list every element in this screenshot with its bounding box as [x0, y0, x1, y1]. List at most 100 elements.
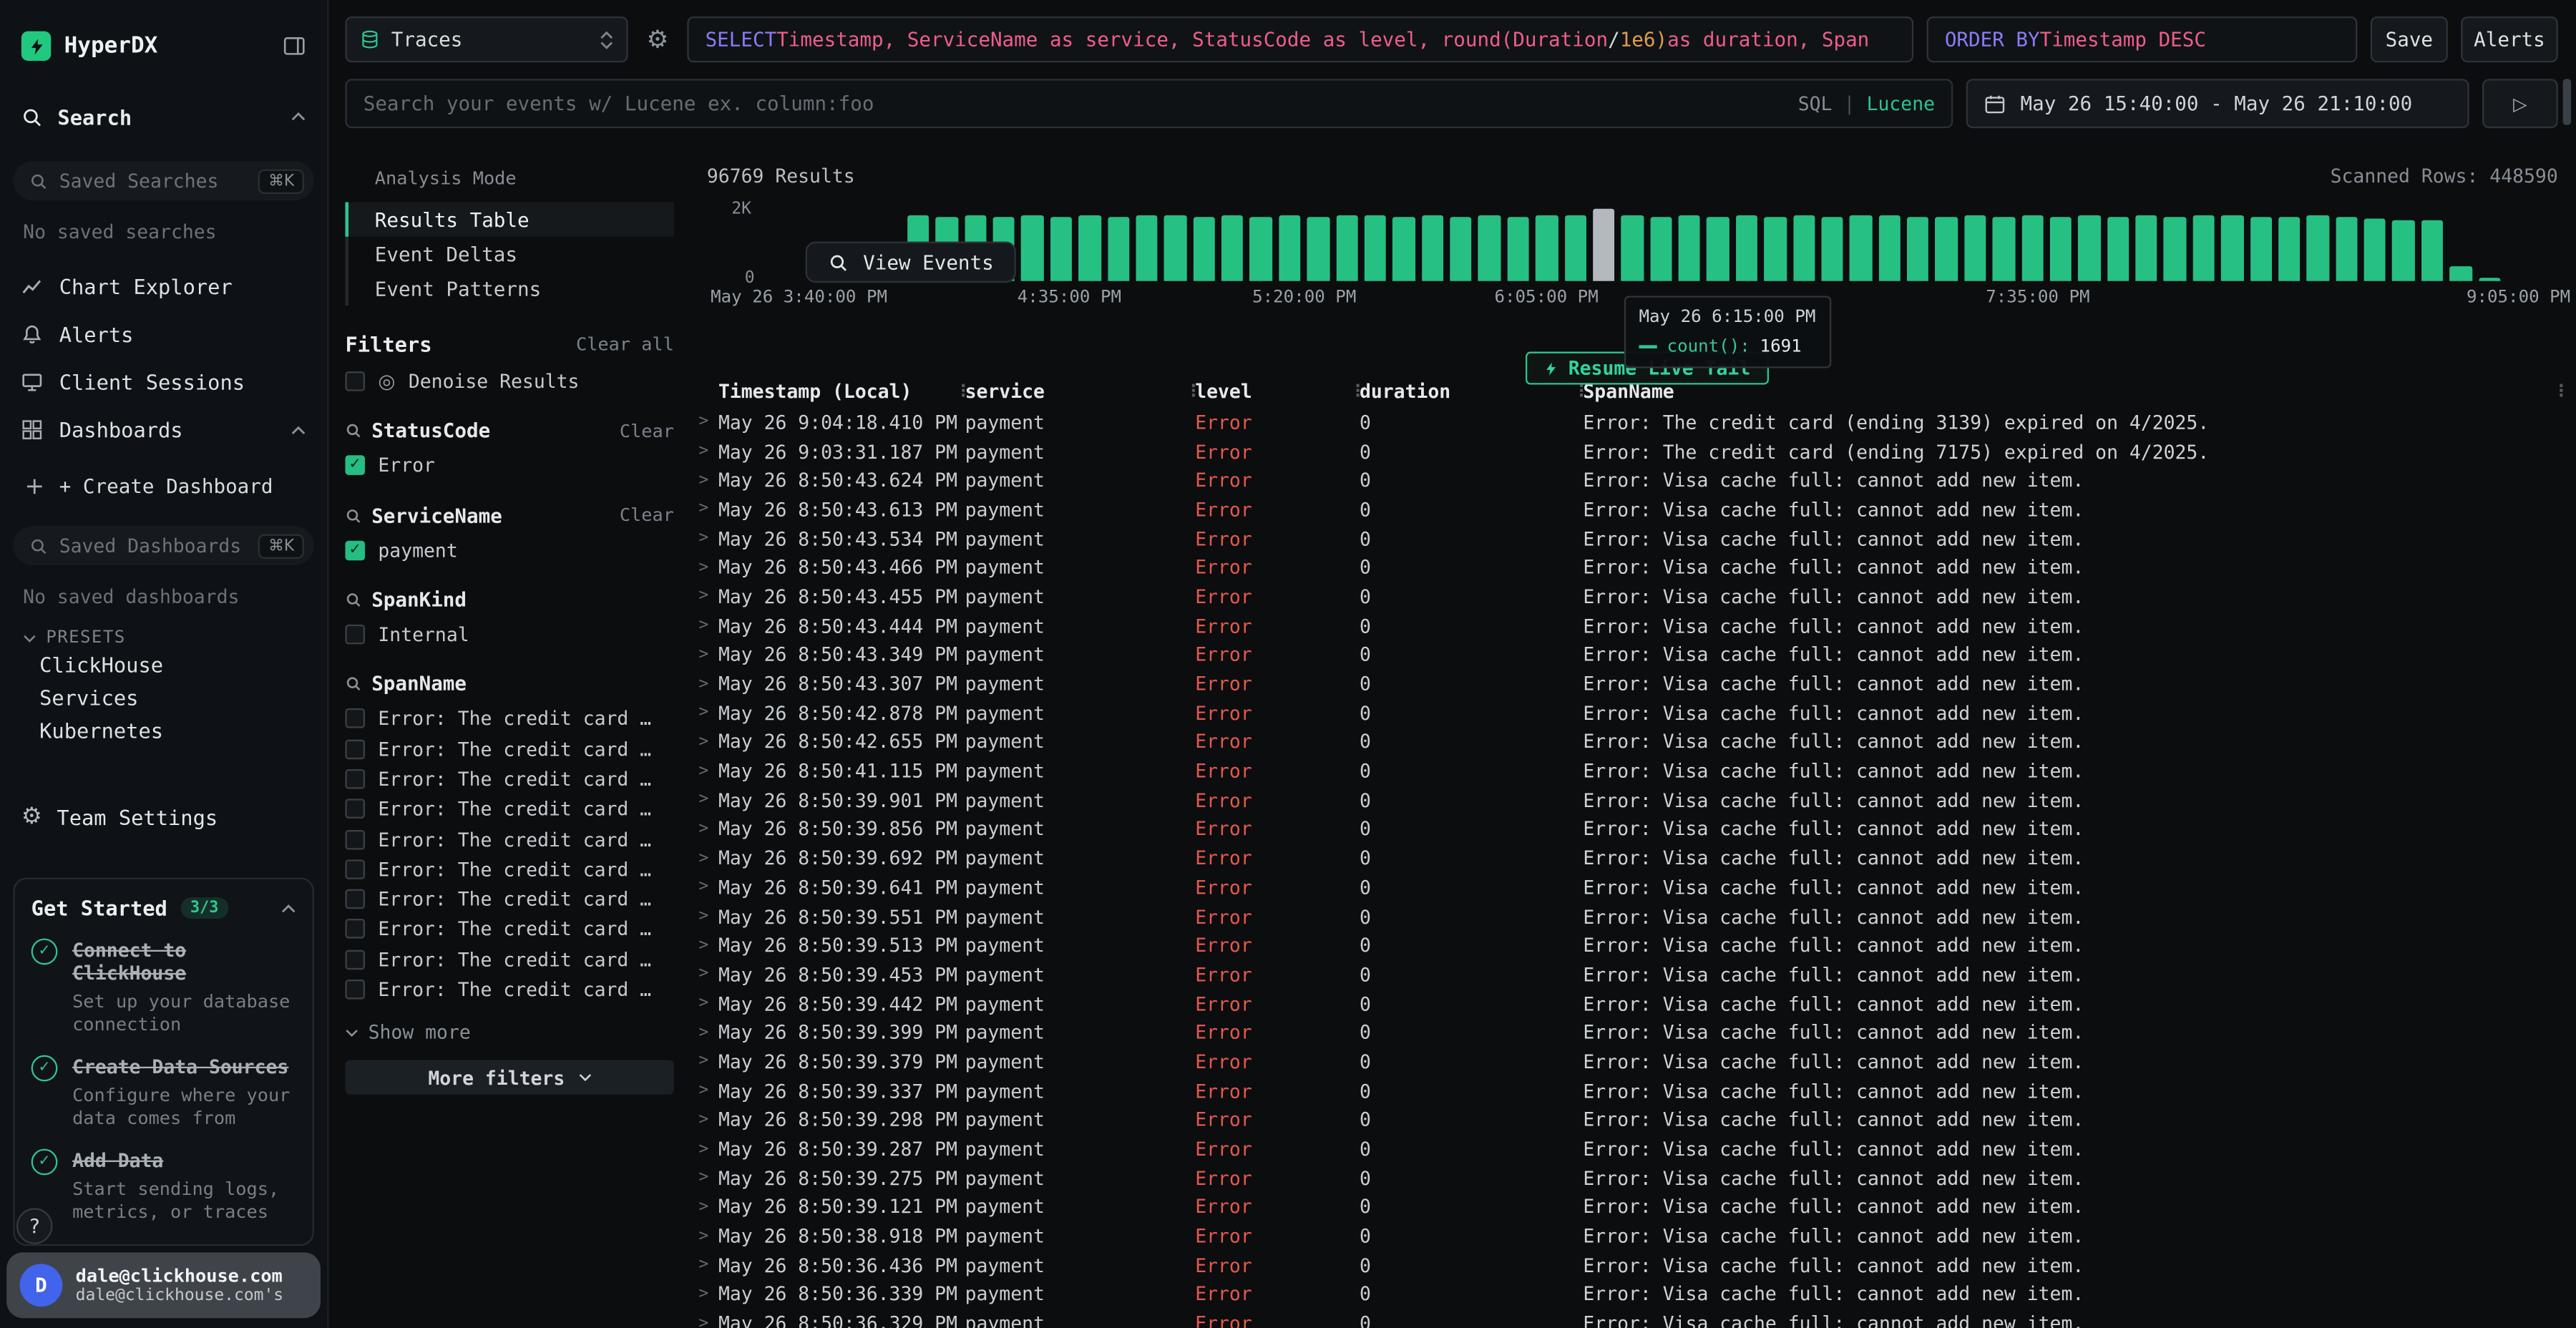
row-expand-chevron[interactable]: > [698, 703, 709, 722]
checkbox[interactable] [345, 371, 366, 392]
row-expand-chevron[interactable]: > [698, 1285, 709, 1304]
histogram-bar[interactable] [2107, 217, 2129, 281]
column-resize-handle[interactable]: ⋮ [955, 382, 972, 401]
preset-kubernetes[interactable]: Kubernetes [39, 717, 164, 743]
chevron-up-icon[interactable] [291, 425, 306, 435]
checkbox-unchecked[interactable] [345, 889, 366, 909]
histogram-bar[interactable] [1792, 215, 1815, 281]
row-expand-chevron[interactable]: > [698, 500, 709, 519]
table-row[interactable]: > May 26 8:50:39.337 PM payment Error 0 … [691, 1076, 2563, 1105]
row-expand-chevron[interactable]: > [698, 1053, 709, 1071]
histogram-bar[interactable] [1992, 216, 2015, 281]
table-row[interactable]: > May 26 8:50:43.455 PM payment Error 0 … [691, 582, 2563, 611]
histogram-bar[interactable] [1421, 215, 1444, 281]
filter-option[interactable]: Error: The credit card … [345, 734, 673, 764]
mode-sql[interactable]: SQL [1797, 92, 1833, 115]
save-button[interactable]: Save [2370, 16, 2448, 63]
table-row[interactable]: > May 26 8:50:41.115 PM payment Error 0 … [691, 756, 2563, 786]
histogram-bar[interactable] [1906, 217, 1929, 281]
histogram-bar[interactable] [1478, 215, 1501, 281]
table-row[interactable]: > May 26 8:50:42.655 PM payment Error 0 … [691, 728, 2563, 757]
histogram-bar[interactable] [1335, 215, 1358, 281]
histogram-bar[interactable] [1850, 215, 1872, 281]
filter-option[interactable]: Error: The credit card … [345, 764, 673, 794]
filter-option[interactable]: Error: The credit card … [345, 704, 673, 734]
table-row[interactable]: > May 26 8:50:43.349 PM payment Error 0 … [691, 640, 2563, 670]
row-expand-chevron[interactable]: > [698, 1023, 709, 1042]
table-row[interactable]: > May 26 8:50:39.287 PM payment Error 0 … [691, 1134, 2563, 1163]
row-expand-chevron[interactable]: > [698, 761, 709, 781]
sidebar-item-dashboards[interactable]: Dashboards [0, 406, 327, 454]
chevron-up-icon[interactable] [281, 903, 296, 913]
column-resize-handle[interactable]: ⋮ [1573, 382, 1590, 401]
checkbox-unchecked[interactable] [345, 859, 366, 879]
histogram-bar[interactable] [1107, 217, 1130, 281]
column-header-duration[interactable]: duration [1359, 379, 1451, 403]
table-row[interactable]: > May 26 8:50:39.379 PM payment Error 0 … [691, 1047, 2563, 1076]
checkbox-unchecked[interactable] [345, 768, 366, 789]
search-icon[interactable] [345, 592, 361, 608]
histogram-bar[interactable] [1649, 217, 1672, 281]
table-row[interactable]: > May 26 8:50:39.121 PM payment Error 0 … [691, 1193, 2563, 1222]
table-row[interactable]: > May 26 8:50:39.856 PM payment Error 0 … [691, 814, 2563, 844]
row-expand-chevron[interactable]: > [698, 616, 709, 635]
row-expand-chevron[interactable]: > [698, 1081, 709, 1100]
preset-services[interactable]: Services [39, 684, 139, 710]
checkbox-unchecked[interactable] [345, 738, 366, 759]
sql-query-editor[interactable]: SELECT Timestamp, ServiceName as service… [687, 16, 1914, 63]
column-header-service[interactable]: service [965, 379, 1045, 403]
clear-all-filters-link[interactable]: Clear all [575, 333, 674, 356]
presets-header[interactable]: PRESETS [0, 628, 327, 648]
show-more-link[interactable]: Show more [345, 1021, 673, 1044]
filter-option[interactable]: Error: The credit card … [345, 884, 673, 914]
table-row[interactable]: > May 26 8:50:39.692 PM payment Error 0 … [691, 844, 2563, 873]
row-expand-chevron[interactable]: > [698, 645, 709, 664]
checkbox-unchecked[interactable] [345, 624, 366, 645]
checkbox-unchecked[interactable] [345, 949, 366, 970]
alerts-button[interactable]: Alerts [2461, 16, 2558, 63]
row-expand-chevron[interactable]: > [698, 878, 709, 897]
checkbox-unchecked[interactable] [345, 708, 366, 729]
histogram-bar[interactable] [1507, 217, 1529, 281]
checkbox-unchecked[interactable] [345, 980, 366, 1000]
histogram-bar[interactable] [1735, 215, 1758, 281]
histogram-bar[interactable] [1221, 215, 1244, 281]
row-expand-chevron[interactable]: > [698, 1140, 709, 1158]
histogram-bar[interactable] [1592, 208, 1615, 281]
histogram-bar[interactable] [1136, 215, 1158, 281]
table-row[interactable]: > May 26 8:50:39.275 PM payment Error 0 … [691, 1163, 2563, 1193]
help-button[interactable]: ? [16, 1208, 53, 1244]
row-expand-chevron[interactable]: > [698, 820, 709, 839]
row-expand-chevron[interactable]: > [698, 674, 709, 693]
histogram-bar[interactable] [2335, 216, 2358, 281]
tab-event-patterns[interactable]: Event Patterns [374, 277, 542, 301]
row-expand-chevron[interactable]: > [698, 413, 709, 431]
sidebar-item-chart-explorer[interactable]: Chart Explorer [0, 263, 327, 311]
row-expand-chevron[interactable]: > [698, 1110, 709, 1129]
clear-filter-link[interactable]: Clear [619, 420, 674, 442]
column-header-level[interactable]: level [1195, 379, 1252, 403]
checkbox-unchecked[interactable] [345, 799, 366, 819]
checkbox-checked[interactable] [345, 456, 366, 476]
table-row[interactable]: > May 26 8:50:39.901 PM payment Error 0 … [691, 786, 2563, 815]
histogram-bar[interactable] [1249, 216, 1272, 281]
column-header-timestamp[interactable]: Timestamp (Local) [718, 379, 912, 403]
histogram-bar[interactable] [1963, 215, 1986, 281]
row-expand-chevron[interactable]: > [698, 1198, 709, 1216]
histogram-bar[interactable] [1935, 216, 1958, 281]
column-resize-handle[interactable]: ⋮ [1185, 382, 1202, 401]
saved-searches-input[interactable]: Saved Searches ⌘K [13, 161, 314, 201]
histogram-bar[interactable] [2449, 265, 2472, 281]
histogram-bar[interactable] [2306, 215, 2329, 281]
filter-option[interactable]: Internal [345, 620, 673, 650]
histogram-bar[interactable] [2392, 219, 2415, 281]
histogram-bar[interactable] [1563, 215, 1586, 281]
table-row[interactable]: > May 26 8:50:43.307 PM payment Error 0 … [691, 669, 2563, 698]
collapse-sidebar-icon[interactable] [283, 34, 306, 57]
row-expand-chevron[interactable]: > [698, 849, 709, 868]
filter-option[interactable]: Error: The credit card … [345, 794, 673, 824]
table-row[interactable]: > May 26 8:50:39.551 PM payment Error 0 … [691, 902, 2563, 931]
row-expand-chevron[interactable]: > [698, 1168, 709, 1187]
table-row[interactable]: > May 26 8:50:39.641 PM payment Error 0 … [691, 873, 2563, 902]
checkbox-checked[interactable] [345, 540, 366, 560]
